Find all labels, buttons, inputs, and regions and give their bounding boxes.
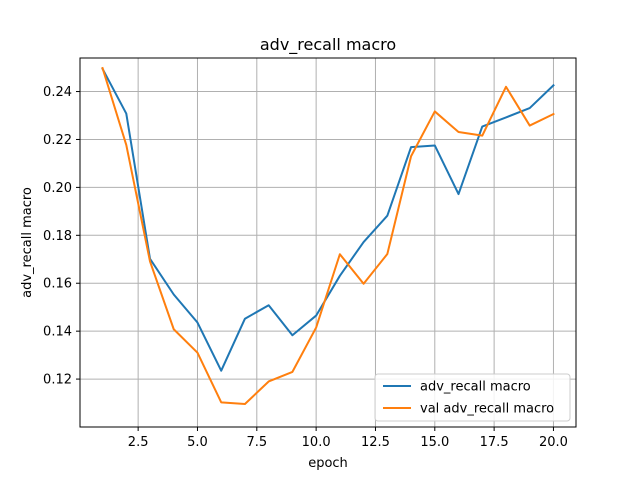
x-tick-label: 5.0: [187, 435, 208, 450]
x-axis-ticks: 2.5 5.0 7.5 10.0 12.5 15.0 17.5 20.0: [128, 427, 568, 450]
x-axis-label: epoch: [308, 456, 348, 471]
y-tick-label: 0.18: [43, 229, 72, 244]
y-tick-label: 0.14: [43, 325, 72, 340]
y-tick-label: 0.20: [43, 181, 72, 196]
series-line-adv-recall-macro: [101, 67, 555, 372]
y-tick-label: 0.12: [43, 373, 72, 388]
legend-box: [374, 373, 571, 422]
series-layer: [101, 66, 555, 405]
grid: [80, 58, 576, 427]
x-tick-label: 17.5: [480, 435, 509, 450]
y-tick-label: 0.24: [43, 85, 72, 100]
legend-label-adv-recall-macro: adv_recall macro: [420, 380, 531, 395]
y-axis-ticks: 0.12 0.14 0.16 0.18 0.20 0.22 0.24: [43, 85, 80, 388]
x-tick-label: 2.5: [128, 435, 149, 450]
x-tick-label: 15.0: [420, 435, 449, 450]
x-tick-label: 10.0: [302, 435, 331, 450]
y-tick-label: 0.16: [43, 277, 72, 292]
x-tick-label: 20.0: [539, 435, 568, 450]
plot-frame: [79, 57, 577, 428]
series-line-val-adv-recall-macro: [101, 66, 555, 405]
legend: adv_recall macro val adv_recall macro: [374, 373, 571, 422]
chart-title: adv_recall macro: [260, 35, 396, 55]
x-tick-label: 7.5: [246, 435, 267, 450]
x-tick-label: 12.5: [361, 435, 390, 450]
legend-label-val-adv-recall-macro: val adv_recall macro: [420, 402, 554, 417]
y-axis-label: adv_recall macro: [20, 187, 35, 298]
y-tick-label: 0.22: [43, 133, 72, 148]
